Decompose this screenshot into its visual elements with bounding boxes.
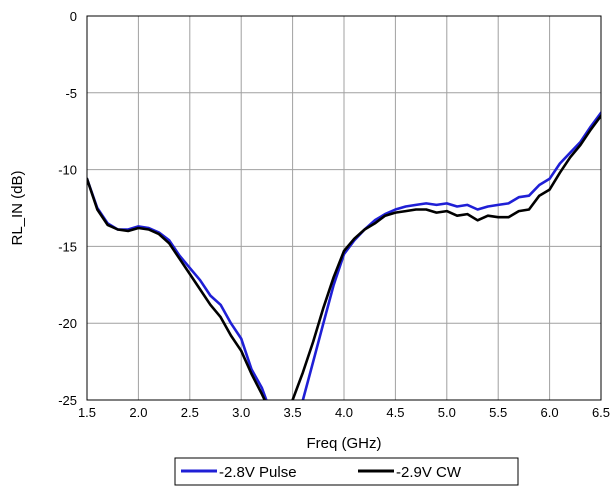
- y-tick-label: 0: [70, 9, 77, 24]
- y-axis-ticks: 0 -5 -10 -15 -20 -25: [58, 9, 77, 408]
- y-tick-label: -20: [58, 316, 77, 331]
- x-tick-label: 2.5: [181, 405, 199, 420]
- series-line-1: [87, 114, 601, 400]
- y-axis-title: RL_IN (dB): [9, 170, 26, 245]
- legend-label-cw: -2.9V CW: [396, 464, 462, 481]
- grid: [87, 16, 601, 400]
- x-tick-label: 4.5: [386, 405, 404, 420]
- x-tick-label: 3.5: [284, 405, 302, 420]
- y-tick-label: -25: [58, 393, 77, 408]
- y-tick-label: -15: [58, 239, 77, 254]
- legend: -2.8V Pulse -2.9V CW: [174, 457, 519, 486]
- x-tick-label: 6.0: [541, 405, 559, 420]
- x-axis-title: Freq (GHz): [307, 435, 382, 452]
- series-lines: [87, 111, 601, 400]
- legend-box: [174, 457, 519, 486]
- x-tick-label: 6.5: [592, 405, 610, 420]
- y-tick-label: -5: [65, 86, 77, 101]
- x-tick-label: 5.0: [438, 405, 456, 420]
- y-tick-label: -10: [58, 163, 77, 178]
- x-tick-label: 1.5: [78, 405, 96, 420]
- legend-label-pulse: -2.8V Pulse: [219, 464, 297, 481]
- x-tick-label: 5.5: [489, 405, 507, 420]
- x-axis-ticks: 1.5 2.0 2.5 3.0 3.5 4.0 4.5 5.0 5.5 6.0 6.5: [78, 405, 610, 420]
- x-tick-label: 4.0: [335, 405, 353, 420]
- x-tick-label: 2.0: [129, 405, 147, 420]
- plot-frame: [86, 15, 602, 401]
- x-tick-label: 3.0: [232, 405, 250, 420]
